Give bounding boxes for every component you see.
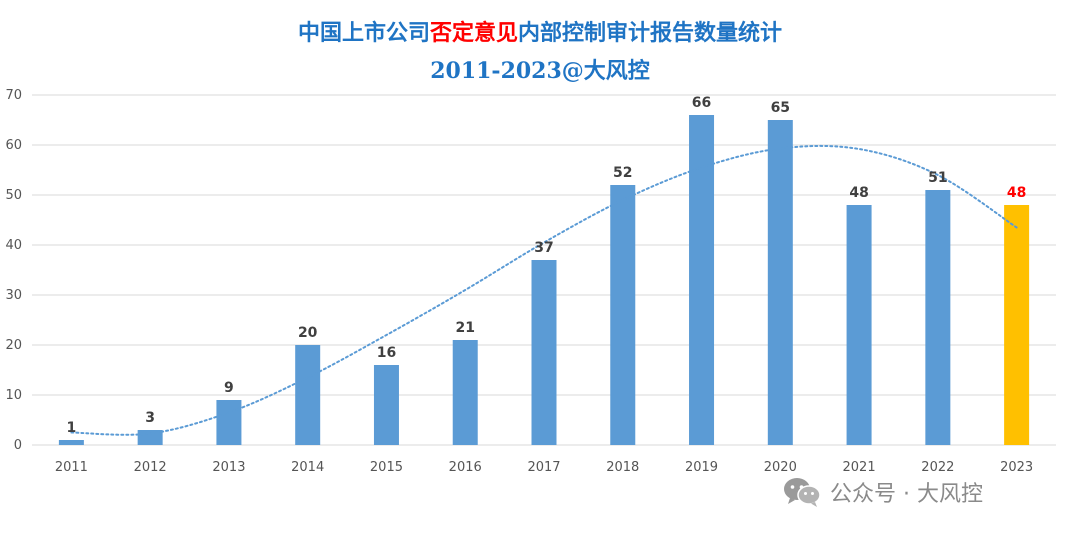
x-tick-label-2015: 2015: [370, 460, 403, 475]
watermark-text: 公众号 · 大风控: [830, 482, 983, 507]
x-tick-label-2016: 2016: [449, 460, 482, 475]
bar-2020: [767, 120, 793, 445]
watermark: 公众号 · 大风控: [782, 474, 983, 510]
x-tick-label-2019: 2019: [685, 460, 718, 475]
y-tick-label-50: 50: [5, 188, 22, 203]
bar-2019: [689, 115, 715, 445]
bar-2017: [531, 260, 557, 445]
x-tick-label-2012: 2012: [134, 460, 167, 475]
y-tick-label-20: 20: [5, 338, 22, 353]
x-tick-label-2011: 2011: [55, 460, 88, 475]
y-tick-label-30: 30: [5, 288, 22, 303]
data-label-2022: 51: [928, 170, 947, 186]
data-label-2013: 9: [224, 380, 234, 396]
bar-2015: [373, 365, 399, 445]
x-tick-label-2018: 2018: [606, 460, 639, 475]
data-label-2014: 20: [298, 325, 318, 341]
bar-2011: [58, 440, 84, 445]
x-tick-label-2017: 2017: [527, 460, 560, 475]
data-label-2019: 66: [692, 95, 711, 111]
data-label-2023: 48: [1007, 185, 1026, 201]
x-axis: 2011 2012 2013 2014 2015 2016 2017 2018 2019 2020…: [55, 460, 1033, 475]
wechat-icon: [784, 478, 821, 507]
bar-2016: [452, 340, 478, 445]
y-tick-label-0: 0: [14, 438, 22, 453]
y-axis: 0 10 20 30 40 50 60 70: [5, 88, 22, 453]
x-tick-label-2013: 2013: [212, 460, 245, 475]
data-label-2017: 37: [534, 240, 553, 256]
data-label-2020: 65: [771, 100, 790, 116]
x-tick-label-2023: 2023: [1000, 460, 1033, 475]
title-part-3: 内部控制审计报告数量统计: [518, 20, 782, 46]
title-part-2: 否定意见: [429, 20, 518, 46]
data-label-2018: 52: [613, 165, 632, 181]
y-tick-label-40: 40: [5, 238, 22, 253]
bars: [58, 115, 1030, 445]
y-tick-label-70: 70: [5, 88, 22, 103]
bar-2013: [216, 400, 242, 445]
chart-title: 中国上市公司否定意见内部控制审计报告数量统计: [298, 20, 782, 46]
data-label-2015: 16: [377, 345, 396, 361]
data-label-2012: 3: [145, 410, 155, 426]
y-tick-label-10: 10: [5, 388, 22, 403]
bar-2014: [295, 345, 321, 445]
x-tick-label-2022: 2022: [921, 460, 954, 475]
x-tick-label-2020: 2020: [764, 460, 797, 475]
chart-subtitle: 2011-2023@大风控: [430, 58, 650, 84]
data-label-2011: 1: [67, 420, 77, 436]
trendline-path: [70, 144, 1018, 436]
trendline: [70, 144, 1018, 436]
x-tick-label-2021: 2021: [843, 460, 876, 475]
data-labels: 1 3 9 20 16 21 37 52 66 65 48 51 48: [67, 95, 1027, 436]
bar-2018: [610, 185, 636, 445]
bar-2022: [925, 190, 951, 445]
data-label-2016: 21: [455, 320, 474, 336]
title-part-1: 中国上市公司: [298, 20, 430, 46]
y-tick-label-60: 60: [5, 138, 22, 153]
bar-2021: [846, 205, 872, 445]
x-tick-label-2014: 2014: [291, 460, 324, 475]
bar-2023: [1004, 205, 1030, 445]
data-label-2021: 48: [849, 185, 868, 201]
